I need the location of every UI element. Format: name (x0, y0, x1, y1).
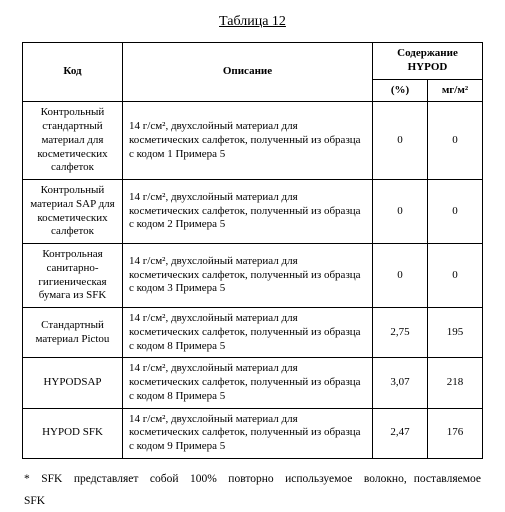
table-body: Контрольный стандартный материал для кос… (23, 102, 483, 459)
col-header-pct: (%) (372, 79, 427, 102)
cell-code: HYPOD SFK (23, 408, 123, 458)
cell-code: Стандартный материал Pictou (23, 308, 123, 358)
cell-code: HYPODSAP (23, 358, 123, 408)
table-row: Контрольный материал SAP для косметическ… (23, 180, 483, 244)
col-header-mgm2: мг/м² (427, 79, 482, 102)
cell-mgm2: 0 (427, 102, 482, 180)
cell-mgm2: 218 (427, 358, 482, 408)
cell-desc: 14 г/см², двухслойный материал для косме… (123, 102, 373, 180)
cell-desc: 14 г/см², двухслойный материал для косме… (123, 244, 373, 308)
cell-pct: 0 (372, 244, 427, 308)
cell-pct: 2,47 (372, 408, 427, 458)
table-row: HYPOD SFK 14 г/см², двухслойный материал… (23, 408, 483, 458)
col-header-hypod: Содержание HYPOD (372, 43, 482, 80)
cell-pct: 0 (372, 102, 427, 180)
cell-desc: 14 г/см², двухслойный материал для косме… (123, 308, 373, 358)
table-row: HYPODSAP 14 г/см², двухслойный материал … (23, 358, 483, 408)
table-row: Контрольная санитарно-гигиеническая бума… (23, 244, 483, 308)
table-row: Стандартный материал Pictou 14 г/см², дв… (23, 308, 483, 358)
table-row: Контрольный стандартный материал для кос… (23, 102, 483, 180)
footnote: * SFK представляет собой 100% повторно и… (22, 469, 483, 512)
cell-desc: 14 г/см², двухслойный материал для косме… (123, 180, 373, 244)
cell-desc: 14 г/см², двухслойный материал для косме… (123, 358, 373, 408)
page: Таблица 12 Код Описание Содержание HYPOD… (0, 0, 505, 500)
cell-pct: 3,07 (372, 358, 427, 408)
table-title: Таблица 12 (22, 14, 483, 30)
col-header-code: Код (23, 43, 123, 102)
cell-desc: 14 г/см², двухслойный материал для косме… (123, 408, 373, 458)
cell-code: Контрольный стандартный материал для кос… (23, 102, 123, 180)
col-header-desc: Описание (123, 43, 373, 102)
table-head: Код Описание Содержание HYPOD (%) мг/м² (23, 43, 483, 102)
data-table: Код Описание Содержание HYPOD (%) мг/м² … (22, 42, 483, 459)
cell-mgm2: 0 (427, 244, 482, 308)
cell-mgm2: 195 (427, 308, 482, 358)
cell-pct: 0 (372, 180, 427, 244)
cell-mgm2: 176 (427, 408, 482, 458)
cell-pct: 2,75 (372, 308, 427, 358)
cell-code: Контрольный материал SAP для косметическ… (23, 180, 123, 244)
cell-code: Контрольная санитарно-гигиеническая бума… (23, 244, 123, 308)
cell-mgm2: 0 (427, 180, 482, 244)
